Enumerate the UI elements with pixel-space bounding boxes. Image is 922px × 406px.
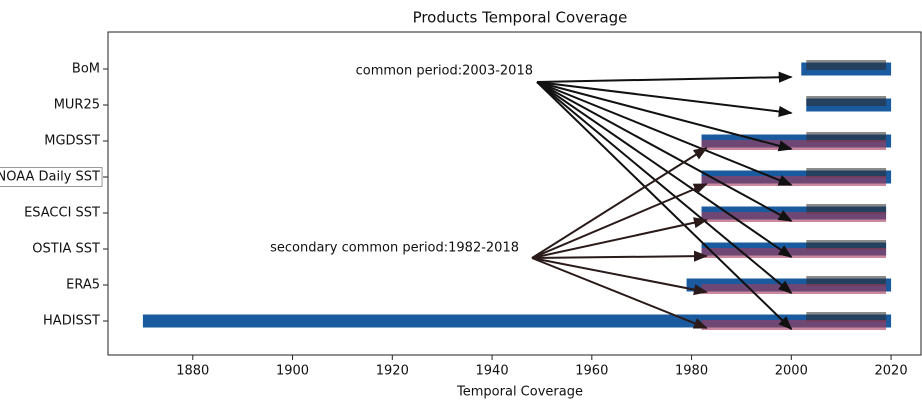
y-tick-label: ERA5 <box>66 278 100 293</box>
coverage-bar <box>701 140 887 150</box>
annotation-arrow <box>536 81 793 186</box>
x-tick-label: 1960 <box>575 364 608 379</box>
category-highlight-box <box>0 167 103 187</box>
annotation-arrow <box>531 183 708 259</box>
y-tick-label: HADISST <box>43 314 100 329</box>
x-tick-label: 2000 <box>775 364 808 379</box>
annotation-arrow <box>536 81 793 258</box>
coverage-bar <box>806 240 887 250</box>
annotation-arrow <box>536 81 793 330</box>
coverage-bar <box>806 276 887 286</box>
x-tick-label: 1880 <box>176 364 209 379</box>
coverage-bar <box>701 248 887 258</box>
x-tick-label: 2020 <box>875 364 908 379</box>
coverage-bar <box>806 132 887 142</box>
y-tick-label: MGDSST <box>44 134 100 149</box>
coverage-bar <box>701 320 887 330</box>
coverage-bar <box>806 204 887 214</box>
y-tick-label: OSTIA SST <box>32 242 100 257</box>
annotation-text: secondary common period:1982-2018 <box>270 241 519 256</box>
annotation-arrow <box>536 81 793 222</box>
coverage-bar <box>806 168 887 178</box>
x-axis-label: Temporal Coverage <box>456 385 583 400</box>
x-tick-label: 1900 <box>276 364 309 379</box>
coverage-bar <box>806 312 887 322</box>
annotation-arrow <box>531 257 708 329</box>
coverage-bar <box>701 212 887 222</box>
chart-title: Products Temporal Coverage <box>413 9 628 27</box>
x-tick-label: 1920 <box>376 364 409 379</box>
annotation-arrow <box>536 81 793 152</box>
y-tick-label: NOAA Daily SST <box>0 170 100 185</box>
annotation-arrow <box>536 81 793 294</box>
y-tick-label: ESACCI SST <box>24 206 100 221</box>
annotation-arrow <box>536 71 793 83</box>
annotation-arrow <box>531 257 708 296</box>
coverage-bar <box>806 60 887 70</box>
annotation-arrow <box>531 250 708 262</box>
annotation-arrow <box>531 217 708 259</box>
annotation-arrow <box>536 81 793 118</box>
annotation-text: common period:2003-2018 <box>356 64 533 79</box>
coverage-bar <box>806 96 887 106</box>
y-tick-label: MUR25 <box>54 98 100 113</box>
coverage-bar <box>701 176 887 186</box>
x-tick-label: 1940 <box>476 364 509 379</box>
x-tick-label: 1980 <box>675 364 708 379</box>
plot-frame <box>107 31 922 356</box>
coverage-bar <box>701 284 887 294</box>
y-tick-label: BoM <box>72 62 100 77</box>
annotation-arrow <box>531 147 708 259</box>
